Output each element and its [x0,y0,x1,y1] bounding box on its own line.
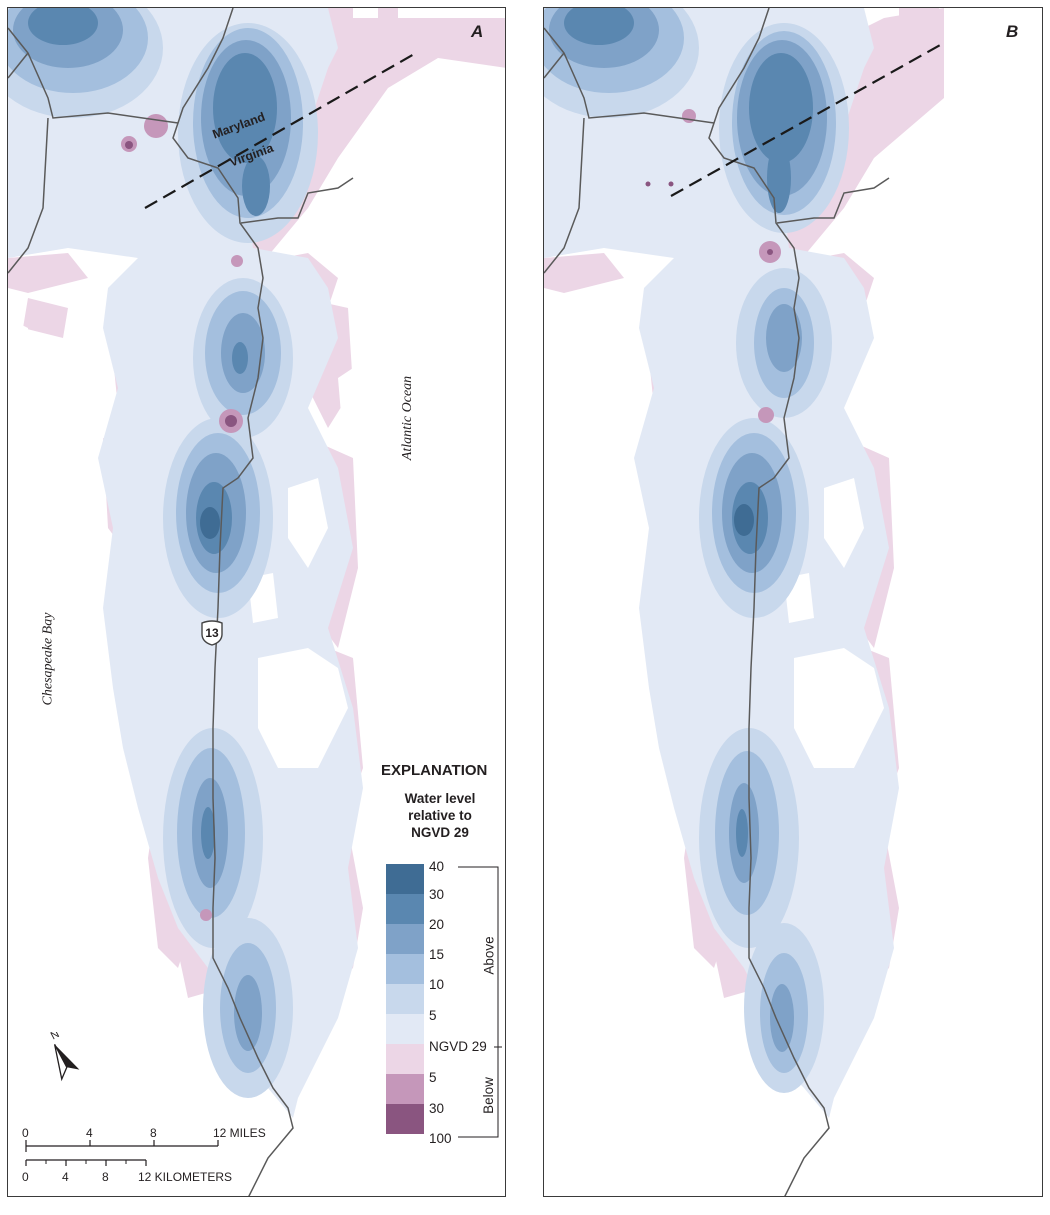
route-shield-icon [201,620,223,646]
legend-title: EXPLANATION [381,762,488,779]
water-level-map-a [8,8,505,1196]
chesapeake-bay-label: Chesapeake Bay [40,612,56,706]
legend: EXPLANATION Water level relative to NGVD… [374,762,505,1152]
legend-subtitle: Water level relative to NGVD 29 [374,790,505,841]
legend-label: 30 [429,1101,445,1116]
legend-subtitle-line: NGVD 29 [411,825,469,840]
state-boundary-line [144,52,417,209]
legend-label: NGVD 29 [429,1039,487,1054]
scale-mile-4: 4 [86,1126,93,1140]
roads [544,8,890,1196]
unmapped-areas [544,318,894,968]
legend-label: 40 [429,859,445,874]
roads [8,8,354,1196]
scale-mile-0: 0 [22,1126,29,1140]
legend-label: 5 [429,1008,437,1023]
legend-swatch [386,894,424,924]
panel-letter-a: A [471,22,484,41]
state-boundary-line [670,43,943,197]
legend-swatch [386,1104,424,1134]
legend-label: 100 [429,1131,452,1146]
legend-label: 10 [429,977,445,992]
atlantic-ocean-label: Atlantic Ocean [400,375,416,461]
water-level-map-b [544,8,944,1196]
legend-swatch [386,1044,424,1074]
legend-label: 15 [429,947,445,962]
legend-label: 5 [429,1070,437,1085]
unmapped-areas [8,318,358,968]
legend-subtitle-line: relative to [408,808,472,823]
north-label: N [49,1032,62,1042]
map-panel-a: A Atlantic Ocean Chesapeake Bay Maryland… [7,7,506,1197]
scale-bar-lines [25,1140,219,1166]
legend-bracket [458,866,502,1138]
legend-swatch [386,984,424,1014]
legend-label: 20 [429,917,445,932]
scale-km-12: 12 KILOMETERS [138,1170,233,1184]
above-datum-30-40 [734,504,754,536]
scale-km-8: 8 [102,1170,109,1184]
north-arrow-icon: N [49,1032,80,1082]
legend-swatch [386,1074,424,1104]
above-datum-30-40 [200,507,220,539]
legend-swatch [386,954,424,984]
map-panel-b: B [543,7,1043,1197]
legend-subtitle-line: Water level [404,791,476,806]
scale-km-4: 4 [62,1170,69,1184]
scale-mile-12: 12 MILES [213,1126,266,1140]
legend-swatch [386,1014,424,1044]
below-datum-depressions [121,114,243,921]
panel-letter-b: B [1006,22,1019,41]
legend-swatch [386,924,424,954]
legend-swatch [386,864,424,894]
legend-above-label: Above [481,936,497,975]
scale-bar: 0 4 8 12 MILES 0 4 8 12 KILOMETERS [18,1126,288,1191]
route-number: 13 [205,626,219,640]
legend-label: 30 [429,887,445,902]
scale-mile-8: 8 [150,1126,157,1140]
scale-km-0: 0 [22,1170,29,1184]
legend-below-label: Below [480,1077,496,1114]
